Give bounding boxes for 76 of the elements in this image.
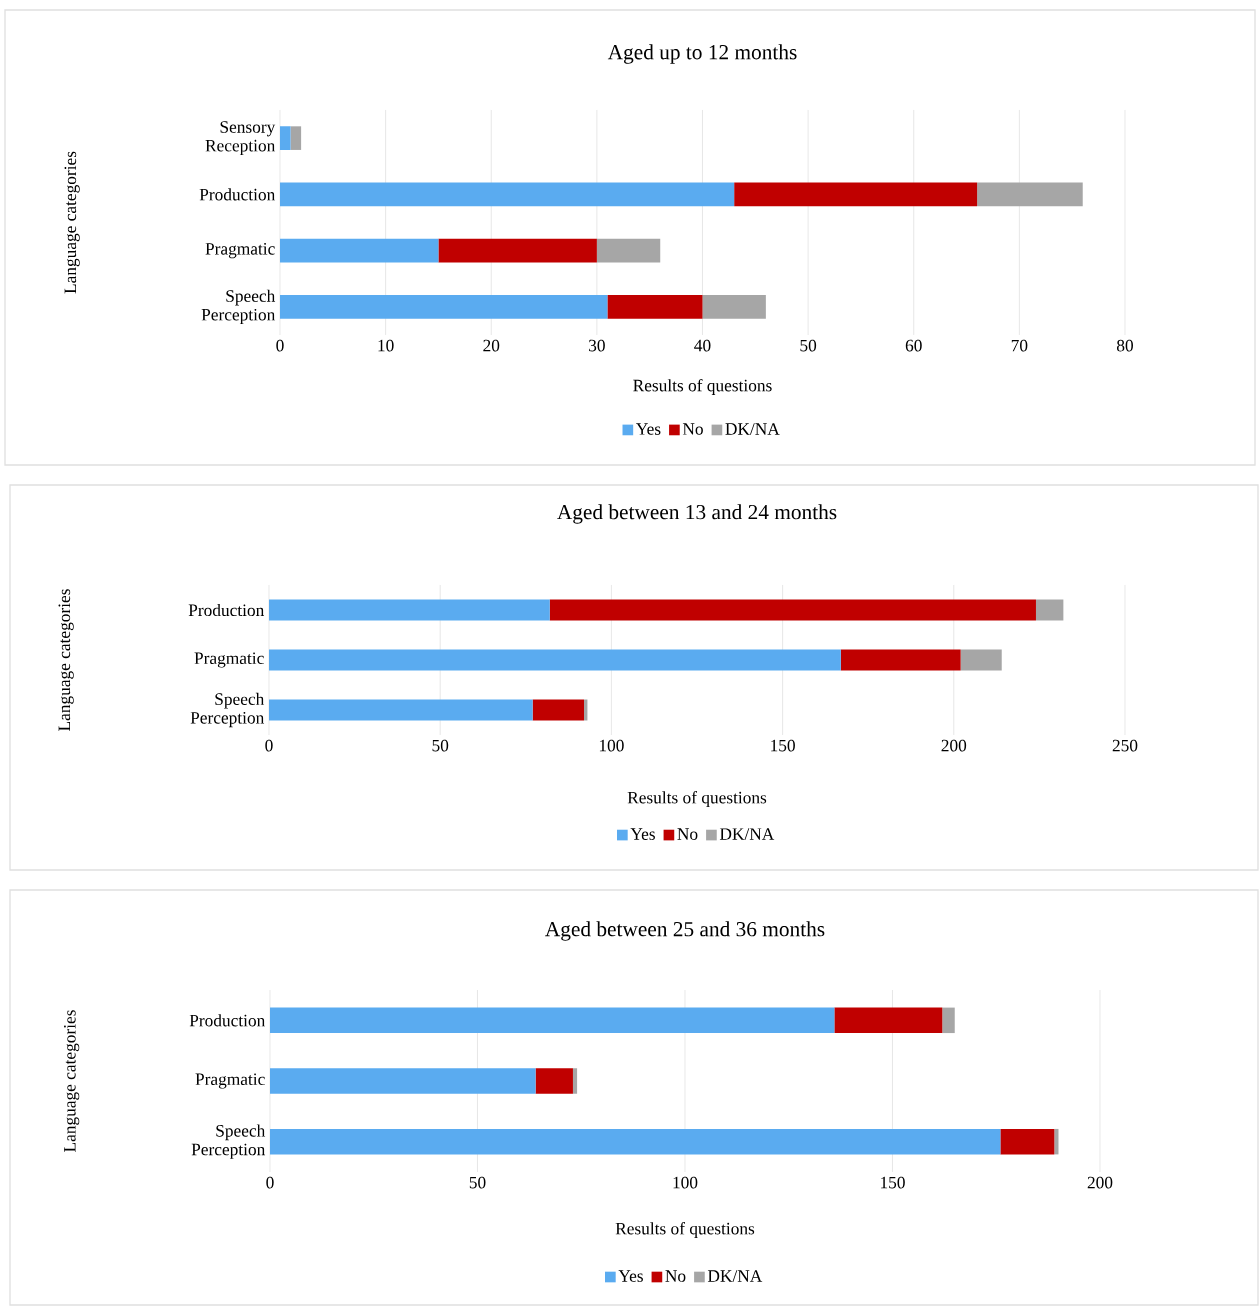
bar xyxy=(834,1007,943,1034)
legend-label: No xyxy=(682,423,703,435)
bar xyxy=(532,699,584,721)
x-tick-label: 0 xyxy=(276,339,284,352)
y-tick-label: Pragmatic xyxy=(194,652,264,668)
legend-label: No xyxy=(665,1270,686,1282)
y-axis-title: Language categories xyxy=(58,589,74,731)
x-tick-label: 10 xyxy=(378,339,394,352)
legend-label: DK/NA xyxy=(719,828,775,840)
x-tick-label: 0 xyxy=(265,739,273,752)
y-axis-title: Language categories xyxy=(64,151,80,294)
y-tick-label: Production xyxy=(188,603,265,617)
bar xyxy=(269,649,841,671)
x-tick-label: 60 xyxy=(905,339,922,352)
bar xyxy=(280,238,439,263)
bar xyxy=(290,126,302,150)
x-tick-label: 150 xyxy=(881,1176,905,1189)
chart-title: Aged between 13 and 24 months xyxy=(557,504,837,524)
bar xyxy=(960,649,1002,671)
legend-label: DK/NA xyxy=(725,423,780,435)
bar xyxy=(269,1068,536,1094)
y-tick-label: Pragmatic xyxy=(195,1073,265,1089)
y-tick-label: Production xyxy=(189,1014,266,1027)
legend-label: Yes xyxy=(636,423,661,435)
chart-title: Aged between 25 and 36 months xyxy=(545,921,825,941)
x-tick-label: 50 xyxy=(432,739,449,752)
y-tick-label: Speech Perception xyxy=(191,1124,266,1159)
bar xyxy=(269,1128,1001,1155)
x-tick-label: 200 xyxy=(941,739,967,752)
bar xyxy=(1035,599,1064,621)
bar xyxy=(840,649,961,671)
bar xyxy=(438,238,597,263)
x-tick-label: 80 xyxy=(1116,339,1133,352)
bar xyxy=(535,1068,573,1094)
bar xyxy=(942,1007,955,1034)
y-tick-label: Speech Perception xyxy=(201,289,276,325)
bar xyxy=(596,238,661,263)
x-tick-label: 50 xyxy=(469,1176,486,1189)
x-tick-label: 50 xyxy=(800,339,817,352)
x-tick-label: 100 xyxy=(673,1176,698,1189)
bar xyxy=(549,599,1036,621)
x-tick-label: 0 xyxy=(266,1176,274,1189)
y-axis-title: Language categories xyxy=(64,1010,80,1152)
bar xyxy=(280,295,608,319)
x-tick-label: 150 xyxy=(771,739,795,752)
bar xyxy=(269,1007,835,1034)
x-tick-label: 40 xyxy=(694,339,711,352)
legend-label: Yes xyxy=(630,828,655,840)
legend-label: No xyxy=(677,828,698,840)
x-axis-title: Results of questions xyxy=(615,1222,755,1238)
bar xyxy=(572,1068,578,1094)
legend-label: Yes xyxy=(618,1270,643,1282)
bar xyxy=(269,599,550,621)
bar xyxy=(977,182,1083,207)
x-tick-label: 250 xyxy=(1112,739,1138,752)
bar xyxy=(607,295,703,319)
x-tick-label: 70 xyxy=(1011,339,1028,352)
x-tick-label: 20 xyxy=(483,339,500,352)
bar xyxy=(280,126,291,150)
chart-title: Aged up to 12 months xyxy=(607,44,797,64)
bar xyxy=(702,295,766,319)
legend-label: DK/NA xyxy=(707,1270,763,1282)
x-tick-label: 100 xyxy=(599,739,624,752)
y-tick-label: Production xyxy=(199,188,276,201)
y-tick-label: Pragmatic xyxy=(205,243,275,259)
bar xyxy=(1054,1128,1059,1155)
x-axis-title: Results of questions xyxy=(627,791,767,807)
y-tick-label: Speech Perception xyxy=(190,692,265,728)
y-tick-label: Sensory Reception xyxy=(205,121,276,156)
x-tick-label: 30 xyxy=(589,339,605,352)
bar xyxy=(1000,1128,1055,1155)
x-tick-label: 200 xyxy=(1087,1176,1113,1189)
x-axis-title: Results of questions xyxy=(633,379,772,395)
bar xyxy=(269,699,533,721)
bar xyxy=(734,182,978,207)
bar xyxy=(280,182,735,207)
